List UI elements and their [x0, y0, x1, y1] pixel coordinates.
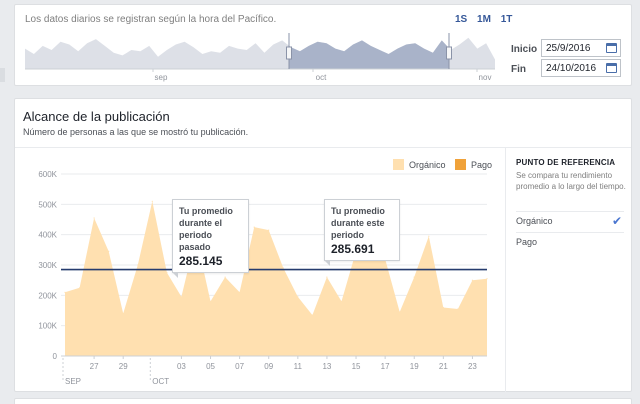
card-subtitle: Número de personas a las que se mostró t…	[23, 127, 249, 137]
x-tick-label: 21	[439, 362, 448, 371]
current-average-text: Tu promedio durante este periodo	[331, 206, 385, 240]
drag-handle-right[interactable]	[446, 46, 452, 60]
y-tick-label: 0	[53, 352, 58, 361]
overview-month-label: oct	[316, 73, 327, 82]
x-month-label: OCT	[152, 377, 169, 386]
previous-average-text: Tu promedio durante el periodo pasado	[179, 206, 233, 252]
x-tick-label: 07	[235, 362, 244, 371]
benchmark-title: PUNTO DE REFERENCIA	[516, 158, 616, 167]
organic-point	[442, 306, 444, 309]
organic-point	[108, 250, 110, 252]
range-1m-button[interactable]: 1M	[477, 14, 491, 25]
organic-point	[471, 279, 473, 281]
organic-point	[166, 272, 168, 274]
organic-point	[180, 296, 182, 298]
organic-point	[428, 235, 430, 237]
legend-paid-swatch	[455, 159, 466, 170]
benchmark-option-organic[interactable]: Orgánico ✔	[516, 211, 624, 230]
x-tick-label: 17	[381, 362, 390, 371]
x-tick-label: 23	[468, 362, 477, 371]
organic-point	[224, 276, 226, 278]
organic-point	[239, 291, 241, 293]
current-average-tooltip: Tu promedio durante este periodo 285.691	[324, 199, 400, 266]
overview-month-label: nov	[479, 73, 492, 82]
y-tick-label: 500K	[38, 200, 57, 209]
organic-point	[268, 229, 270, 231]
organic-point	[253, 226, 255, 228]
organic-area	[65, 201, 487, 356]
organic-point	[311, 314, 313, 316]
benchmark-panel: PUNTO DE REFERENCIA Se compara tu rendim…	[505, 148, 631, 392]
legend-paid-label: Pago	[471, 159, 493, 170]
legend-organic-swatch	[393, 159, 404, 170]
overview-month-label: sep	[155, 73, 168, 82]
calendar-icon[interactable]	[606, 63, 617, 73]
checkmark-icon: ✔	[611, 214, 622, 228]
x-tick-label: 19	[410, 362, 419, 371]
y-tick-label: 600K	[38, 170, 57, 179]
organic-point	[457, 308, 459, 310]
organic-point	[137, 264, 139, 266]
benchmark-description: Se compara tu rendimiento promedio a lo …	[516, 171, 626, 191]
start-date-label: Inicio	[511, 44, 538, 55]
x-tick-label: 29	[119, 362, 128, 371]
organic-point	[209, 300, 212, 302]
x-tick-label: 27	[90, 362, 99, 371]
y-tick-label: 400K	[38, 231, 57, 240]
card-title: Alcance de la publicación	[23, 109, 170, 124]
organic-point	[413, 276, 415, 278]
organic-point	[297, 296, 299, 298]
organic-point	[64, 291, 66, 293]
x-tick-label: 05	[206, 362, 215, 371]
organic-point	[340, 300, 343, 302]
organic-point	[486, 278, 488, 280]
next-card	[14, 398, 632, 404]
organic-point	[93, 217, 95, 219]
organic-point	[151, 200, 153, 202]
x-tick-label: 03	[177, 362, 186, 371]
x-tick-label: 15	[352, 362, 361, 371]
legend-organic-label: Orgánico	[409, 159, 446, 170]
benchmark-option-label: Orgánico	[516, 216, 553, 226]
legend-organic[interactable]: Orgánico	[393, 159, 446, 170]
x-tick-label: 13	[322, 362, 331, 371]
previous-average-value: 285.145	[179, 254, 223, 268]
x-month-label: SEP	[65, 377, 81, 386]
range-1q-button[interactable]: 1T	[500, 14, 513, 25]
organic-point	[399, 311, 401, 313]
end-date-value: 24/10/2016	[546, 63, 597, 74]
timezone-note: Los datos diarios se registran según la …	[25, 14, 277, 25]
benchmark-option-paid[interactable]: Pago	[516, 232, 624, 251]
organic-point	[282, 267, 284, 269]
overview-navigator[interactable]: sep oct nov	[25, 31, 495, 83]
range-1w-button[interactable]: 1S	[455, 14, 468, 25]
organic-point	[122, 312, 124, 315]
drag-handle-left[interactable]	[286, 46, 292, 60]
start-date-field[interactable]: 25/9/2016	[541, 39, 621, 57]
organic-point	[326, 276, 328, 278]
y-tick-label: 200K	[38, 291, 57, 300]
reach-chart[interactable]: 0 100K 200K 300K 400K 500K 600K 27 29 03 05 07 09 11 1…	[15, 148, 505, 392]
post-reach-card: Alcance de la publicación Número de pers…	[14, 98, 632, 392]
overview-selected-area	[289, 40, 449, 69]
x-tick-label: 11	[294, 362, 303, 371]
current-average-value: 285.691	[331, 242, 375, 256]
y-tick-label: 100K	[38, 322, 57, 331]
previous-average-tooltip: Tu promedio durante el periodo pasado 28…	[172, 199, 249, 278]
legend-paid[interactable]: Pago	[455, 159, 492, 170]
x-tick-label: 09	[264, 362, 273, 371]
end-date-field[interactable]: 24/10/2016	[541, 59, 621, 77]
organic-point	[79, 287, 81, 289]
start-date-value: 25/9/2016	[546, 43, 591, 54]
y-tick-label: 300K	[38, 261, 57, 270]
calendar-icon[interactable]	[606, 43, 617, 53]
benchmark-option-label: Pago	[516, 237, 538, 247]
sidebar-edge	[0, 68, 5, 82]
divider	[15, 147, 631, 148]
end-date-label: Fin	[511, 64, 526, 75]
timeline-card: Los datos diarios se registran según la …	[14, 4, 632, 86]
range-buttons: 1S 1M 1T	[455, 14, 519, 25]
